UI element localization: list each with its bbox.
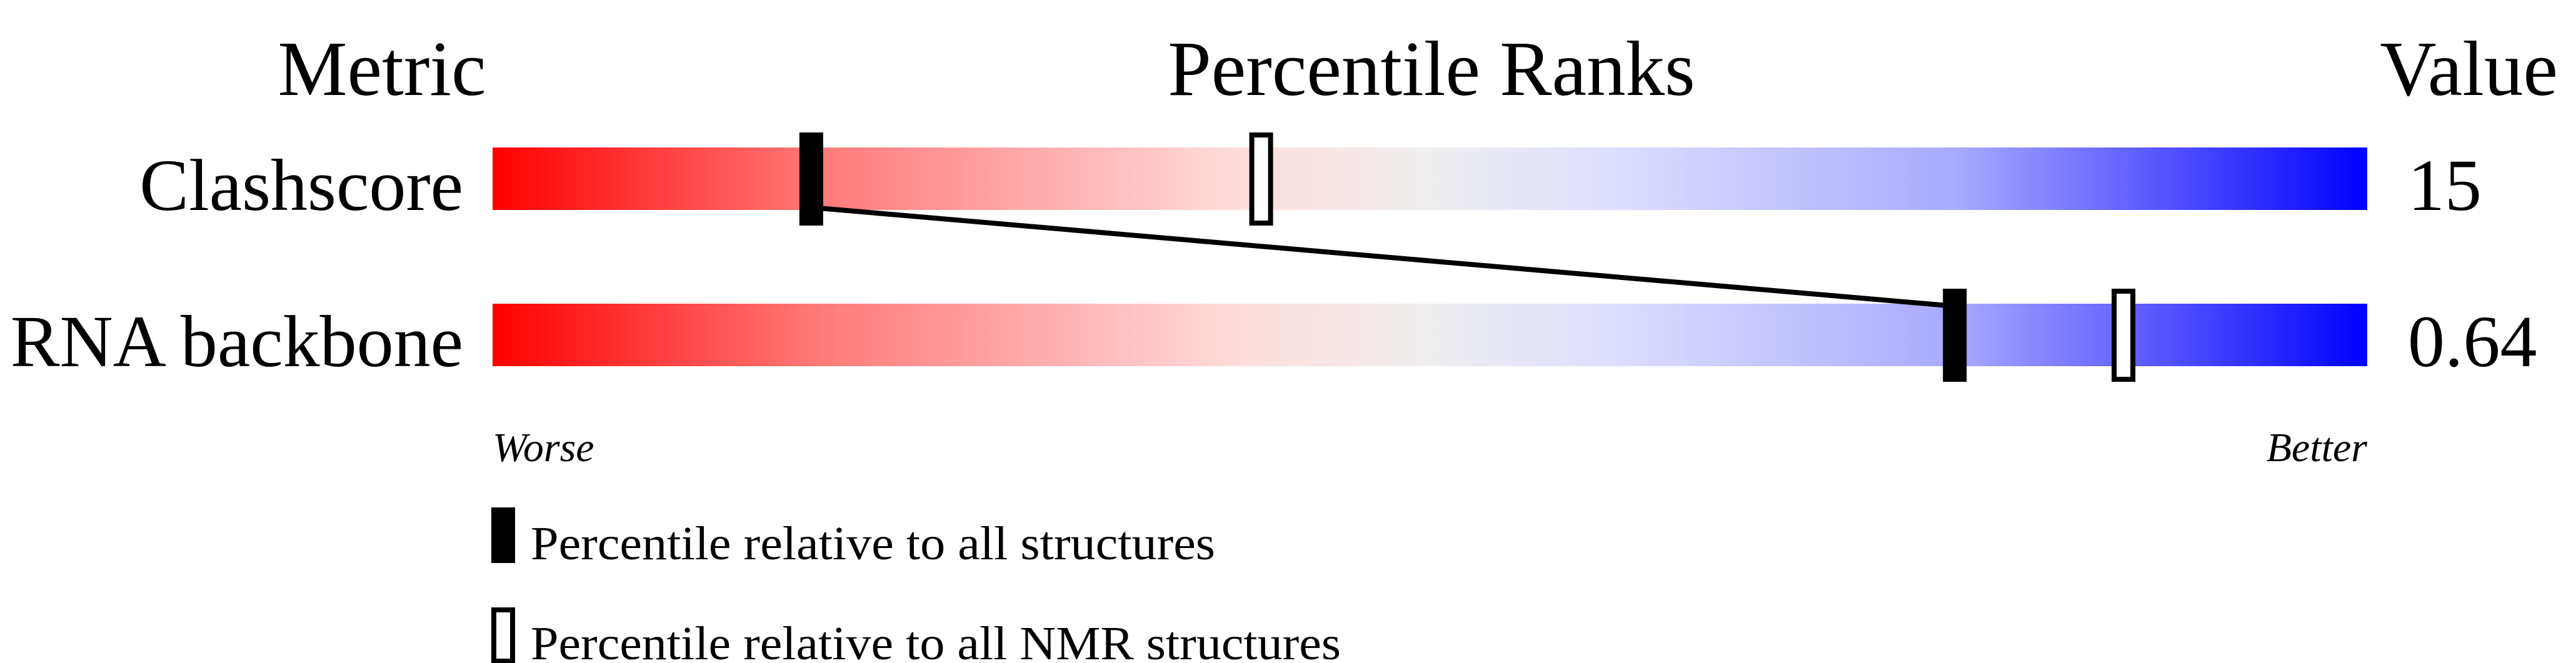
metric-label: RNA backbone — [11, 301, 463, 382]
header-value: Value — [2380, 26, 2558, 112]
better-label: Better — [2267, 425, 2368, 471]
metric-label: Clashscore — [139, 144, 463, 226]
worse-label: Worse — [493, 425, 594, 471]
marker-nmr-structures — [2112, 289, 2136, 382]
legend-label-nmr: Percentile relative to all NMR structure… — [531, 617, 1341, 663]
legend-label-all: Percentile relative to all structures — [531, 517, 1215, 570]
marker-all-structures — [1943, 289, 1967, 382]
connector-line — [811, 205, 1955, 309]
header-metric: Metric — [278, 26, 486, 112]
percentile-bar — [493, 304, 2367, 366]
header-percentile-ranks: Percentile Ranks — [1168, 26, 1695, 112]
marker-nmr-structures — [1249, 132, 1273, 226]
metric-value: 0.64 — [2408, 301, 2537, 382]
percentile-bar — [493, 147, 2367, 210]
metric-value: 15 — [2408, 144, 2482, 226]
legend-filled-marker-icon — [491, 507, 515, 563]
marker-all-structures — [799, 132, 823, 226]
legend-open-marker-icon — [491, 607, 515, 663]
